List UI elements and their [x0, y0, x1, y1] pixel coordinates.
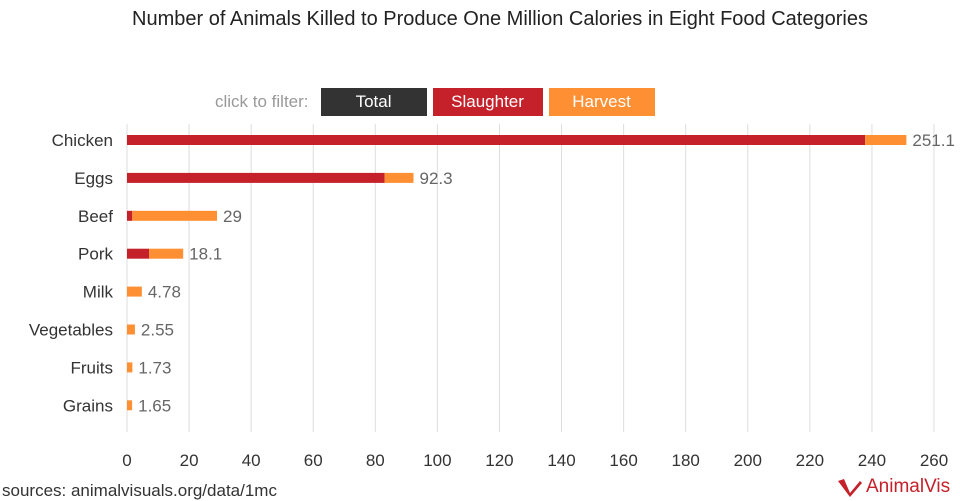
x-tick-label: 120 [485, 451, 513, 470]
category-label: Eggs [74, 169, 113, 188]
x-tick-label: 20 [180, 451, 199, 470]
value-label: 4.78 [148, 283, 181, 302]
value-label: 2.55 [141, 321, 174, 340]
x-tick-label: 240 [858, 451, 886, 470]
bar-harvest [149, 248, 184, 259]
x-tick-label: 200 [734, 451, 762, 470]
category-label: Beef [78, 207, 113, 226]
value-label: 251.1 [912, 131, 955, 150]
bar-harvest [127, 400, 133, 411]
value-label: 92.3 [419, 169, 452, 188]
bar-harvest [127, 286, 142, 297]
value-label: 1.65 [138, 396, 171, 415]
x-tick-label: 80 [366, 451, 385, 470]
bar-slaughter [127, 210, 133, 221]
source-text: sources: animalvisuals.org/data/1mc [2, 481, 277, 500]
logo-arrows-icon [838, 479, 862, 497]
bar-slaughter [127, 248, 150, 259]
bar-harvest [132, 210, 218, 221]
filter-total-button[interactable]: Total [320, 88, 427, 116]
category-label: Fruits [71, 358, 114, 377]
filter-slaughter-button[interactable]: Slaughter [432, 88, 543, 116]
x-tick-label: 160 [609, 451, 637, 470]
x-tick-label: 0 [122, 451, 131, 470]
filter-harvest-button[interactable]: Harvest [548, 88, 655, 116]
category-label: Chicken [52, 131, 113, 150]
bar-harvest [384, 172, 414, 183]
x-tick-label: 100 [423, 451, 451, 470]
value-label: 18.1 [189, 245, 222, 264]
filter-label: click to filter: [215, 92, 309, 111]
x-tick-label: 140 [547, 451, 575, 470]
x-tick-label: 180 [672, 451, 700, 470]
filter-bar: click to filter: Total Slaughter Harvest [215, 88, 655, 116]
category-label: Grains [63, 396, 113, 415]
bar-harvest [127, 324, 135, 335]
bar-harvest [127, 362, 133, 373]
category-label: Milk [83, 283, 114, 302]
bar-slaughter [127, 135, 866, 145]
x-tick-label: 260 [920, 451, 948, 470]
value-label: 29 [223, 207, 242, 226]
x-tick-label: 60 [304, 451, 323, 470]
category-label: Vegetables [29, 321, 113, 340]
logo-text: AnimalVis [866, 476, 951, 497]
x-tick-label: 220 [796, 451, 824, 470]
category-label: Pork [78, 245, 113, 264]
chart-title: Number of Animals Killed to Produce One … [132, 8, 868, 30]
bar-harvest [865, 135, 907, 145]
value-label: 1.73 [138, 358, 171, 377]
logo: AnimalVis [836, 476, 950, 498]
x-tick-label: 40 [242, 451, 261, 470]
bar-slaughter [127, 172, 385, 183]
